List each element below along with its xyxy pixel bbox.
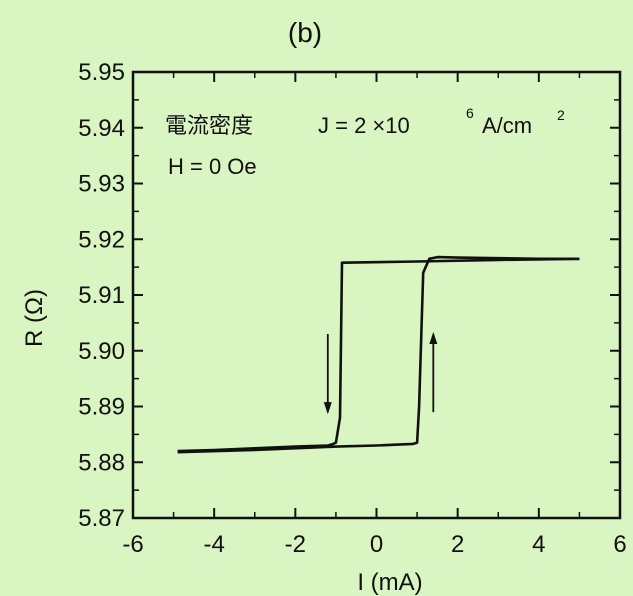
y-tick-label: 5.93 bbox=[78, 171, 125, 198]
annotation-current-density-label: 電流密度 bbox=[165, 113, 253, 138]
annotation-current-density-exponent: 6 bbox=[466, 105, 474, 121]
x-tick-label: -4 bbox=[203, 531, 224, 558]
x-axis-label: I (mA) bbox=[357, 569, 422, 596]
annotation-current-density-unit-exponent: 2 bbox=[557, 107, 565, 123]
x-tick-label: 0 bbox=[370, 531, 383, 558]
y-tick-label: 5.90 bbox=[78, 338, 125, 365]
annotation-current-density-unit: A/cm bbox=[482, 113, 532, 138]
panel-label: (b) bbox=[288, 17, 322, 48]
y-axis-label: R (Ω) bbox=[21, 289, 48, 347]
y-tick-label: 5.88 bbox=[78, 449, 125, 476]
y-tick-label: 5.95 bbox=[78, 59, 125, 86]
y-tick-label: 5.94 bbox=[78, 115, 125, 142]
arrow-group bbox=[323, 332, 438, 415]
arrow-up-head bbox=[429, 332, 438, 345]
y-tick-label: 5.92 bbox=[78, 226, 125, 253]
x-tick-label: -6 bbox=[122, 531, 143, 558]
x-tick-label: 4 bbox=[532, 531, 545, 558]
x-tick-label: 6 bbox=[613, 531, 626, 558]
annotation-current-density: J = 2 ×10 bbox=[318, 113, 410, 138]
arrow-down-head bbox=[323, 402, 332, 415]
series-line-2 bbox=[177, 255, 580, 454]
annotation-field: H = 0 Oe bbox=[168, 154, 257, 179]
x-tick-label: 2 bbox=[451, 531, 464, 558]
plot-frame bbox=[131, 70, 622, 520]
y-tick-label: 5.89 bbox=[78, 394, 125, 421]
axis-ticks: -6 -4 -2 0 2 4 6 5.87 5.88 5.89 5.90 5.91 5.92 5.93 5.… bbox=[78, 59, 626, 558]
series-group bbox=[177, 255, 580, 454]
series-line-1 bbox=[177, 257, 580, 453]
x-tick-label: -2 bbox=[285, 531, 306, 558]
y-tick-label: 5.91 bbox=[78, 282, 125, 309]
y-tick-label: 5.87 bbox=[78, 505, 125, 532]
